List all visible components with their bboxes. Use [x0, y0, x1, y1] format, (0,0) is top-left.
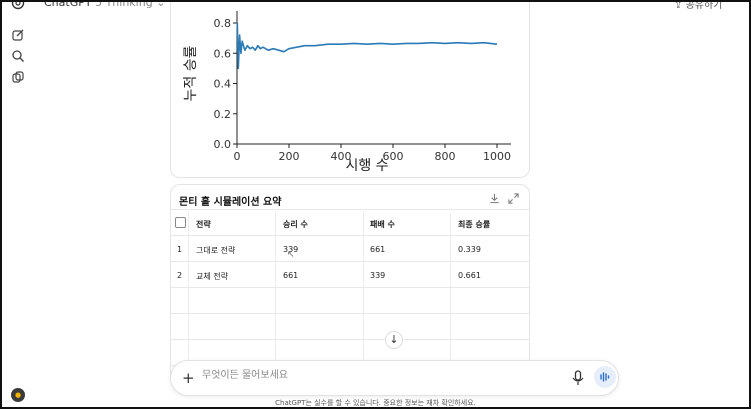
column-divider: [188, 213, 189, 385]
download-icon[interactable]: [489, 193, 500, 204]
x-tick-label: 400: [331, 150, 352, 163]
cell-wins: 339: [283, 245, 299, 254]
column-header-strategy[interactable]: 전략: [196, 220, 211, 229]
y-tick-label: 0.4: [214, 78, 232, 91]
share-label: 공유하기: [685, 0, 723, 11]
cell-strategy: 그대로 전략: [196, 246, 236, 255]
empty-row: [171, 287, 529, 314]
empty-row: [171, 313, 529, 340]
table-header-row: 전략 승리 수 패배 수 최종 승률: [171, 209, 529, 236]
x-tick-label: 1000: [483, 150, 511, 163]
table-row[interactable]: 2 교체 전략 661 339 0.661: [171, 261, 529, 288]
search-icon[interactable]: [11, 49, 25, 63]
column-header-wins[interactable]: 승리 수: [283, 220, 308, 229]
x-tick-label: 800: [435, 150, 456, 163]
avatar[interactable]: ●: [11, 388, 25, 402]
model-name: ChatGPT: [44, 0, 92, 9]
cell-losses: 661: [370, 245, 386, 254]
column-header-losses[interactable]: 패배 수: [370, 220, 395, 229]
y-axis-label: 누적 승률: [183, 45, 199, 101]
message-input[interactable]: [200, 369, 564, 382]
cell-wins: 661: [283, 271, 299, 280]
series-line: [236, 22, 498, 70]
y-tick-label: 0.0: [214, 138, 232, 151]
row-index: 1: [177, 245, 183, 254]
win-rate-line-chart: 0.0 0.2 0.4 0.6 0.8 0 200 400 600 800 1000 시행 수 누적 승…: [183, 11, 511, 174]
more-options-button[interactable]: ···: [730, 0, 742, 8]
table-title: 몬티 홀 시뮬레이션 요약: [179, 197, 282, 208]
mouse-cursor-icon: ↖: [287, 250, 295, 260]
x-tick-label: 600: [383, 150, 404, 163]
column-divider: [450, 213, 451, 385]
y-tick-label: 0.2: [214, 108, 232, 121]
sidebar: ●: [2, 2, 34, 407]
chevron-down-icon: ⌄: [156, 0, 166, 9]
share-icon: ⇪: [674, 0, 683, 11]
cell-losses: 339: [370, 271, 386, 280]
model-selector[interactable]: ChatGPT 5 Thinking ⌄: [44, 0, 166, 9]
column-divider: [275, 213, 276, 385]
expand-icon[interactable]: [508, 193, 519, 204]
add-attachment-button[interactable]: +: [182, 369, 195, 387]
y-tick-label: 0.8: [214, 17, 232, 30]
chatgpt-logo-icon[interactable]: [11, 0, 25, 10]
row-index: 2: [177, 271, 183, 280]
model-version: 5 Thinking: [95, 0, 153, 9]
composer: +: [170, 360, 619, 396]
table-card: 몬티 홀 시뮬레이션 요약 전략 승리 수 패배 수 최종 승률 1 그대로 전…: [170, 184, 530, 386]
cell-strategy: 교체 전략: [196, 272, 228, 281]
cell-rate: 0.339: [458, 245, 481, 254]
new-chat-icon[interactable]: [11, 28, 25, 42]
top-bar: ChatGPT 5 Thinking ⌄ ⇪ 공유하기 ···: [2, 0, 749, 14]
y-tick-label: 0.6: [214, 47, 232, 60]
x-axis-label: 시행 수: [345, 158, 388, 174]
scroll-down-button[interactable]: ↓: [385, 331, 403, 349]
x-tick-label: 200: [279, 150, 300, 163]
empty-row: [171, 339, 529, 366]
chart-card: 0.0 0.2 0.4 0.6 0.8 0 200 400 600 800 1000 시행 수 누적 승…: [170, 2, 530, 178]
share-button[interactable]: ⇪ 공유하기: [674, 0, 723, 11]
microphone-icon[interactable]: [571, 370, 585, 386]
voice-mode-button[interactable]: [594, 366, 616, 388]
x-tick-label: 0: [234, 150, 241, 163]
column-divider: [363, 213, 364, 385]
footer-disclaimer: ChatGPT는 실수를 할 수 있습니다. 중요한 정보는 재차 확인하세요.: [275, 399, 476, 407]
select-all-checkbox[interactable]: [175, 217, 186, 228]
table-row[interactable]: 1 그대로 전략 339 661 0.339: [171, 235, 529, 262]
waveform-icon: [600, 372, 610, 382]
library-icon[interactable]: [11, 70, 25, 84]
column-header-rate[interactable]: 최종 승률: [458, 220, 491, 229]
cell-rate: 0.661: [458, 271, 481, 280]
